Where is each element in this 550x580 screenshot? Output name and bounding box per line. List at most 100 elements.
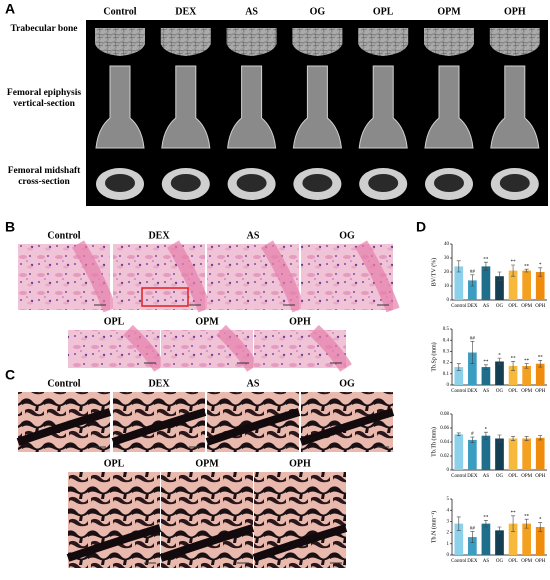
- significance-label: **: [511, 260, 517, 265]
- cross-section-cavity: [434, 174, 464, 192]
- x-tick-label: AS: [483, 559, 490, 564]
- cross-section-cavity: [170, 174, 201, 192]
- bar: [481, 266, 491, 300]
- cortical-band: [16, 408, 112, 446]
- error-bar: [456, 363, 461, 371]
- y-tick-label: 0.04: [440, 440, 449, 445]
- y-tick-label: 0.02: [440, 454, 449, 459]
- cortical-band: [299, 408, 395, 446]
- error-bar: [483, 431, 488, 440]
- trabecular-image: [358, 28, 409, 56]
- y-tick-label: 0.06: [440, 426, 449, 431]
- significance-label: **: [483, 515, 489, 520]
- x-tick-label: OPH: [535, 389, 545, 394]
- x-tick-label: Control: [451, 389, 467, 394]
- bar: [454, 367, 464, 385]
- y-tick-label: 0: [447, 298, 450, 303]
- error-bar: [470, 436, 475, 443]
- x-tick-label: OG: [496, 389, 504, 394]
- tissue-edge: [72, 240, 117, 313]
- bar: [508, 438, 518, 470]
- bar: [535, 272, 545, 300]
- y-tick-label: 20: [444, 270, 450, 275]
- significance-label: ##: [470, 527, 476, 532]
- bar: [495, 276, 504, 300]
- cortical-band: [66, 524, 162, 562]
- significance-label: *: [498, 353, 501, 358]
- column-header: OPL: [373, 6, 394, 17]
- bar: [495, 530, 504, 555]
- image-label: DEX: [148, 230, 170, 241]
- error-bar: [511, 436, 516, 441]
- row-label: Trabecular bone: [10, 24, 78, 34]
- column-header: OPM: [437, 6, 461, 17]
- panel-label: C: [5, 367, 15, 383]
- x-tick-label: OPM: [521, 304, 532, 309]
- error-bar: [497, 434, 502, 443]
- x-tick-label: AS: [483, 474, 490, 479]
- femur-image: [292, 65, 342, 149]
- x-tick-label: OPL: [508, 559, 517, 564]
- x-tick-label: AS: [483, 304, 490, 309]
- error-bar: [524, 268, 529, 273]
- image-label: OG: [339, 230, 355, 241]
- tissue-edge: [167, 240, 212, 313]
- cortical-band: [159, 524, 255, 562]
- error-bar: [538, 360, 543, 368]
- y-tick-label: 0.2: [443, 361, 450, 366]
- image-label: OPL: [104, 458, 125, 469]
- image-label: OPH: [289, 458, 311, 469]
- bar: [468, 352, 477, 385]
- column-header: AS: [245, 6, 258, 17]
- y-tick-label: 0: [447, 468, 450, 473]
- error-bar: [538, 267, 543, 277]
- y-tick-label: 10: [444, 284, 450, 289]
- x-tick-label: OPM: [521, 559, 532, 564]
- significance-label: ##: [470, 270, 476, 275]
- trabecular-image: [489, 28, 540, 56]
- femur-image: [490, 65, 540, 149]
- cross-section-cavity: [499, 174, 530, 192]
- x-tick-label: OPH: [535, 474, 545, 479]
- bar: [522, 438, 531, 470]
- cross-section-cavity: [105, 174, 135, 192]
- cross-section-cavity: [236, 174, 267, 192]
- bar: [481, 523, 491, 555]
- bar: [508, 523, 518, 555]
- significance-label: ##: [470, 336, 476, 341]
- bar: [481, 435, 491, 470]
- x-tick-label: DEX: [467, 559, 478, 564]
- significance-label: **: [511, 357, 517, 362]
- y-tick-label: 4: [447, 508, 450, 513]
- femur-image: [95, 65, 145, 149]
- x-tick-label: OPL: [508, 474, 517, 479]
- bar: [454, 434, 464, 470]
- column-header: OG: [310, 6, 326, 17]
- image-label: AS: [247, 230, 260, 241]
- x-tick-label: AS: [483, 389, 490, 394]
- cross-section-cavity: [368, 174, 399, 192]
- y-tick-label: 3: [447, 520, 450, 525]
- image-label: DEX: [148, 378, 170, 389]
- x-tick-label: OPM: [521, 474, 532, 479]
- significance-label: **: [483, 257, 489, 262]
- error-bar: [524, 436, 529, 441]
- highlight-box: [141, 287, 189, 307]
- significance-label: *: [485, 427, 488, 432]
- error-bar: [483, 261, 488, 271]
- y-tick-label: 0.4: [443, 338, 450, 343]
- cross-section-cavity: [302, 174, 333, 192]
- x-tick-label: OPH: [535, 304, 545, 309]
- micrograph: [301, 392, 393, 452]
- error-bar: [456, 432, 461, 436]
- error-bar: [497, 357, 502, 366]
- significance-label: **: [511, 511, 517, 516]
- error-bar: [511, 264, 516, 277]
- image-label: OPM: [195, 458, 219, 469]
- panel-label: D: [416, 219, 426, 235]
- image-label: OPL: [104, 316, 125, 327]
- y-axis-label: Tb.N (mm⁻¹): [430, 511, 437, 543]
- image-label: Control: [47, 230, 80, 241]
